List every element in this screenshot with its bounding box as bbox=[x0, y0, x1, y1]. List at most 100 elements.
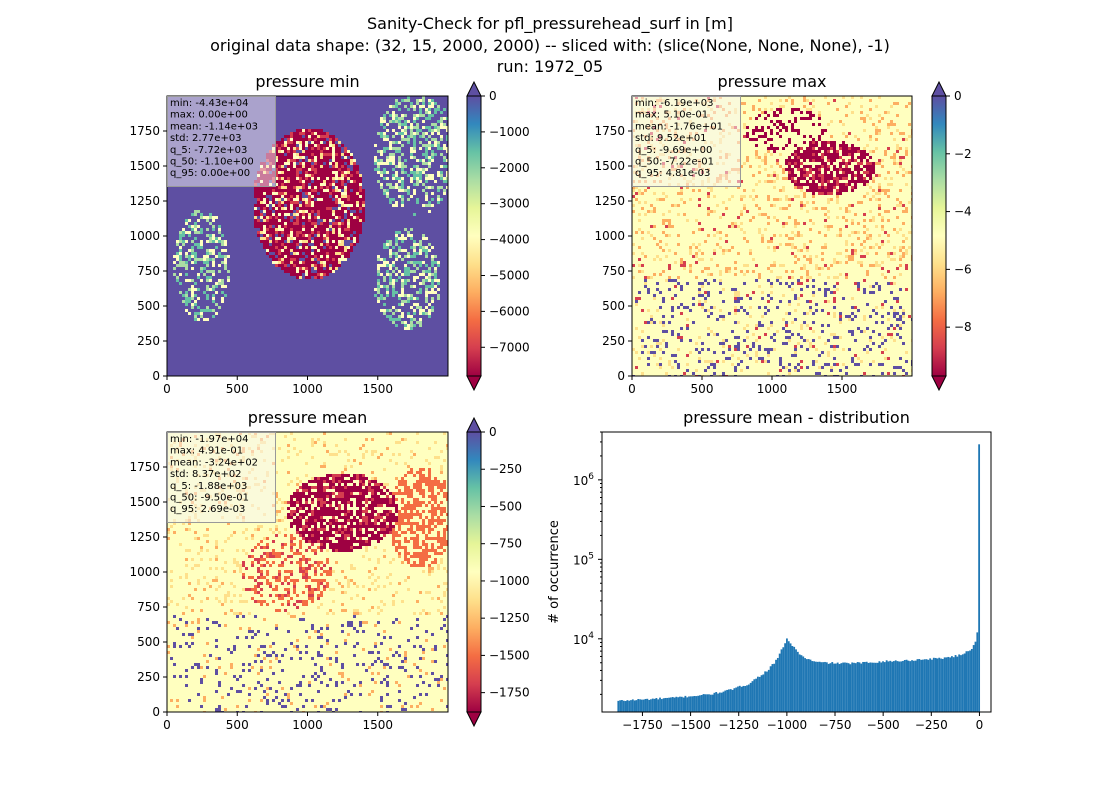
heatmap-cell bbox=[428, 477, 431, 480]
heatmap-cell bbox=[866, 273, 869, 276]
heatmap-cell bbox=[269, 189, 272, 192]
heatmap-cell bbox=[833, 183, 836, 186]
heatmap-cell bbox=[749, 219, 752, 222]
heatmap-cell bbox=[326, 210, 329, 213]
heatmap-cell bbox=[332, 486, 335, 489]
heatmap-cell bbox=[317, 255, 320, 258]
heatmap-cell bbox=[794, 120, 797, 123]
heatmap-cell bbox=[395, 273, 398, 276]
heatmap-cell bbox=[200, 258, 203, 261]
heatmap-cell bbox=[440, 177, 443, 180]
heatmap-cell bbox=[290, 147, 293, 150]
heatmap-cell bbox=[389, 120, 392, 123]
heatmap-cell bbox=[689, 246, 692, 249]
heatmap-cell bbox=[350, 156, 353, 159]
heatmap-cell bbox=[728, 198, 731, 201]
heatmap-cell bbox=[782, 105, 785, 108]
heatmap-cell bbox=[821, 180, 824, 183]
heatmap-cell bbox=[353, 234, 356, 237]
heatmap-cell bbox=[278, 168, 281, 171]
heatmap-cell bbox=[809, 159, 812, 162]
colorbar-tick-label: −6 bbox=[954, 262, 972, 276]
heatmap-cell bbox=[788, 171, 791, 174]
heatmap-cell bbox=[350, 492, 353, 495]
heatmap-cell bbox=[416, 486, 419, 489]
heatmap-cell bbox=[395, 147, 398, 150]
heatmap-cell bbox=[359, 195, 362, 198]
heatmap-cell bbox=[188, 279, 191, 282]
heatmap-cell bbox=[386, 288, 389, 291]
heatmap-cell bbox=[377, 282, 380, 285]
heatmap-cell bbox=[833, 261, 836, 264]
heatmap-cell bbox=[314, 492, 317, 495]
heatmap-cell bbox=[344, 186, 347, 189]
heatmap-cell bbox=[821, 246, 824, 249]
heatmap-cell bbox=[377, 279, 380, 282]
heatmap-cell bbox=[308, 153, 311, 156]
heatmap-cell bbox=[278, 237, 281, 240]
heatmap-cell bbox=[284, 147, 287, 150]
heatmap-cell bbox=[662, 198, 665, 201]
heatmap-cell bbox=[887, 171, 890, 174]
heatmap-cell bbox=[839, 207, 842, 210]
heatmap-cell bbox=[296, 192, 299, 195]
heatmap-cell bbox=[725, 207, 728, 210]
heatmap-cell bbox=[893, 327, 896, 330]
heatmap-cell bbox=[770, 324, 773, 327]
heatmap-cell bbox=[641, 237, 644, 240]
heatmap-cell bbox=[329, 234, 332, 237]
heatmap-cell bbox=[764, 306, 767, 309]
heatmap-cell bbox=[302, 165, 305, 168]
heatmap-cell bbox=[902, 222, 905, 225]
heatmap-cell bbox=[314, 276, 317, 279]
heatmap-cell bbox=[797, 156, 800, 159]
heatmap-cell bbox=[680, 312, 683, 315]
heatmap-cell bbox=[404, 474, 407, 477]
heatmap-cell bbox=[344, 480, 347, 483]
heatmap-cell bbox=[842, 216, 845, 219]
heatmap-cell bbox=[389, 147, 392, 150]
heatmap-cell bbox=[428, 144, 431, 147]
heatmap-cell bbox=[851, 144, 854, 147]
heatmap-cell bbox=[710, 258, 713, 261]
heatmap-cell bbox=[290, 228, 293, 231]
heatmap-cell bbox=[206, 234, 209, 237]
heatmap-cell bbox=[818, 168, 821, 171]
heatmap-cell bbox=[296, 138, 299, 141]
heatmap-cell bbox=[794, 351, 797, 354]
heatmap-cell bbox=[353, 168, 356, 171]
heatmap-cell bbox=[869, 150, 872, 153]
heatmap-cell bbox=[866, 345, 869, 348]
heatmap-cell bbox=[257, 189, 260, 192]
heatmap-cell bbox=[854, 174, 857, 177]
colorbar-tick-label: −4 bbox=[954, 205, 972, 219]
heatmap-cell bbox=[407, 315, 410, 318]
heatmap-cell bbox=[893, 153, 896, 156]
heatmap-cell bbox=[668, 321, 671, 324]
heatmap-cell bbox=[374, 159, 377, 162]
heatmap-cell bbox=[737, 297, 740, 300]
heatmap-cell bbox=[791, 270, 794, 273]
heatmap-cell bbox=[278, 213, 281, 216]
heatmap-cell bbox=[845, 366, 848, 369]
heatmap-cell bbox=[377, 483, 380, 486]
heatmap-cell bbox=[398, 123, 401, 126]
heatmap-cell bbox=[734, 291, 737, 294]
heatmap-cell bbox=[302, 132, 305, 135]
heatmap-cell bbox=[416, 201, 419, 204]
heatmap-cell bbox=[404, 273, 407, 276]
heatmap-cell bbox=[302, 159, 305, 162]
heatmap-cell bbox=[335, 162, 338, 165]
heatmap-cell bbox=[347, 162, 350, 165]
heatmap-cell bbox=[353, 477, 356, 480]
heatmap-cell bbox=[299, 450, 302, 453]
heatmap-cell bbox=[440, 471, 443, 474]
heatmap-cell bbox=[341, 477, 344, 480]
heatmap-cell bbox=[824, 294, 827, 297]
heatmap-cell bbox=[812, 150, 815, 153]
heatmap-cell bbox=[809, 342, 812, 345]
heatmap-cell bbox=[308, 165, 311, 168]
heatmap-cell bbox=[182, 228, 185, 231]
heatmap-cell bbox=[668, 210, 671, 213]
heatmap-cell bbox=[659, 273, 662, 276]
